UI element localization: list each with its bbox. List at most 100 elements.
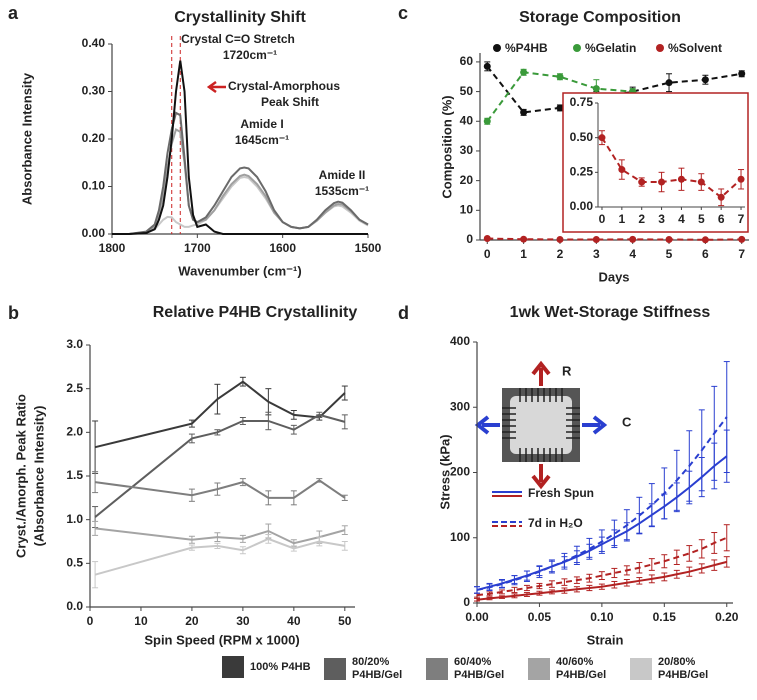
marker	[618, 166, 626, 174]
error-bar	[290, 424, 297, 435]
error-bar	[498, 595, 505, 599]
error-bar	[239, 478, 246, 487]
error-bar	[498, 589, 505, 595]
error-bar	[188, 433, 195, 444]
y-tick-label: 0	[463, 595, 470, 609]
y-tick-label: 0.20	[82, 131, 106, 145]
error-bar	[586, 573, 593, 583]
error-bar	[723, 524, 730, 552]
series-line	[94, 527, 346, 545]
y-tick-label: 20	[460, 173, 474, 187]
error-bar	[498, 579, 505, 588]
inset-y-tick-label: 0.00	[570, 199, 594, 213]
x-axis-label: Spin Speed (RPM x 1000)	[144, 632, 299, 647]
legend-label: 60/40% P4HB/Gel	[454, 656, 505, 681]
error-bar	[316, 536, 323, 547]
error-bar	[92, 520, 99, 536]
error-bar	[523, 570, 530, 581]
x-tick-label: 1	[520, 247, 527, 261]
marker	[701, 76, 709, 84]
error-bar	[341, 385, 348, 401]
x-tick-label: 0.20	[715, 610, 739, 624]
error-bar	[265, 411, 272, 431]
error-bar	[536, 590, 543, 596]
y-tick-label: 200	[450, 465, 470, 479]
y-tick-label: 2.5	[66, 381, 83, 395]
legend-label: %Solvent	[668, 41, 722, 55]
error-bar	[265, 490, 272, 506]
annotation: Crystal C=O Stretch	[181, 32, 295, 46]
error-bar	[711, 559, 718, 571]
x-tick-label: 10	[134, 614, 148, 628]
series-line	[94, 537, 345, 576]
annotation: Crystal-Amorphous	[228, 79, 340, 93]
error-bar	[486, 591, 493, 597]
legend-swatch	[630, 658, 652, 680]
marker	[697, 178, 705, 186]
marker	[520, 235, 528, 243]
error-bar	[586, 584, 593, 592]
y-tick-label: 10	[460, 202, 474, 216]
error-bar	[548, 580, 555, 588]
x-tick-label: 0	[484, 247, 491, 261]
annotation: Amide II	[319, 168, 366, 182]
error-bar	[523, 584, 530, 592]
error-bar	[239, 416, 246, 425]
legend-label: 7d in H₂O	[528, 516, 583, 530]
legend-swatch	[426, 658, 448, 680]
error-bar	[474, 597, 480, 602]
marker	[592, 235, 600, 243]
y-tick-label: 60	[460, 54, 474, 68]
arrow-r-down	[531, 464, 551, 490]
x-tick-label: 20	[185, 614, 199, 628]
error-bar	[723, 556, 730, 568]
error-bar	[474, 586, 480, 594]
error-bar	[316, 411, 323, 418]
figure: a Crystallinity Shift Wavenumber (cm⁻¹) Abs…	[8, 3, 749, 647]
legend-marker	[656, 44, 664, 52]
legend-label: 40/60% P4HB/Gel	[556, 656, 607, 681]
electrodes	[502, 388, 580, 462]
legend-label: 100% P4HB	[250, 660, 311, 673]
series-line	[487, 237, 742, 241]
series-line	[94, 413, 346, 518]
error-bar	[598, 583, 605, 590]
x-tick-label: 4	[629, 247, 636, 261]
y-tick-label: 0.00	[82, 226, 106, 240]
x-tick-label: 5	[666, 247, 673, 261]
y-tick-label: 30	[460, 143, 474, 157]
error-bar	[698, 563, 705, 574]
legend-label: 80/20% P4HB/Gel	[352, 656, 403, 681]
series-line	[94, 479, 346, 499]
error-bar	[290, 410, 297, 420]
error-bar	[341, 541, 348, 551]
error-bar	[214, 383, 221, 415]
marker	[483, 235, 491, 243]
error-bar	[573, 576, 580, 584]
x-tick-label: 0.05	[528, 610, 552, 624]
chart-title: Relative P4HB Crystallinity	[153, 304, 358, 321]
y-tick-label: 50	[460, 84, 474, 98]
marker	[638, 178, 646, 186]
error-bar	[598, 536, 605, 552]
error-bar	[214, 542, 221, 549]
error-bar	[648, 558, 655, 571]
arrow-r-up	[531, 360, 551, 386]
error-bar	[661, 493, 668, 520]
y-tick-label: 0.5	[66, 556, 83, 570]
x-tick-label: 0.00	[465, 610, 489, 624]
error-bar	[573, 586, 580, 593]
error-bar	[188, 535, 195, 544]
error-bar	[711, 532, 718, 554]
error-bar	[598, 571, 605, 581]
error-bar	[188, 544, 195, 551]
annotation: 1535cm⁻¹	[315, 184, 369, 198]
inset-frame	[562, 92, 749, 233]
x-tick-label: 1700	[184, 241, 211, 255]
series-line	[112, 128, 369, 235]
legend-item: 80/20% P4HB/Gel	[324, 656, 416, 682]
marker	[483, 117, 491, 125]
marker	[520, 108, 528, 116]
error-bar	[341, 525, 348, 536]
chart-title: Storage Composition	[519, 9, 681, 26]
